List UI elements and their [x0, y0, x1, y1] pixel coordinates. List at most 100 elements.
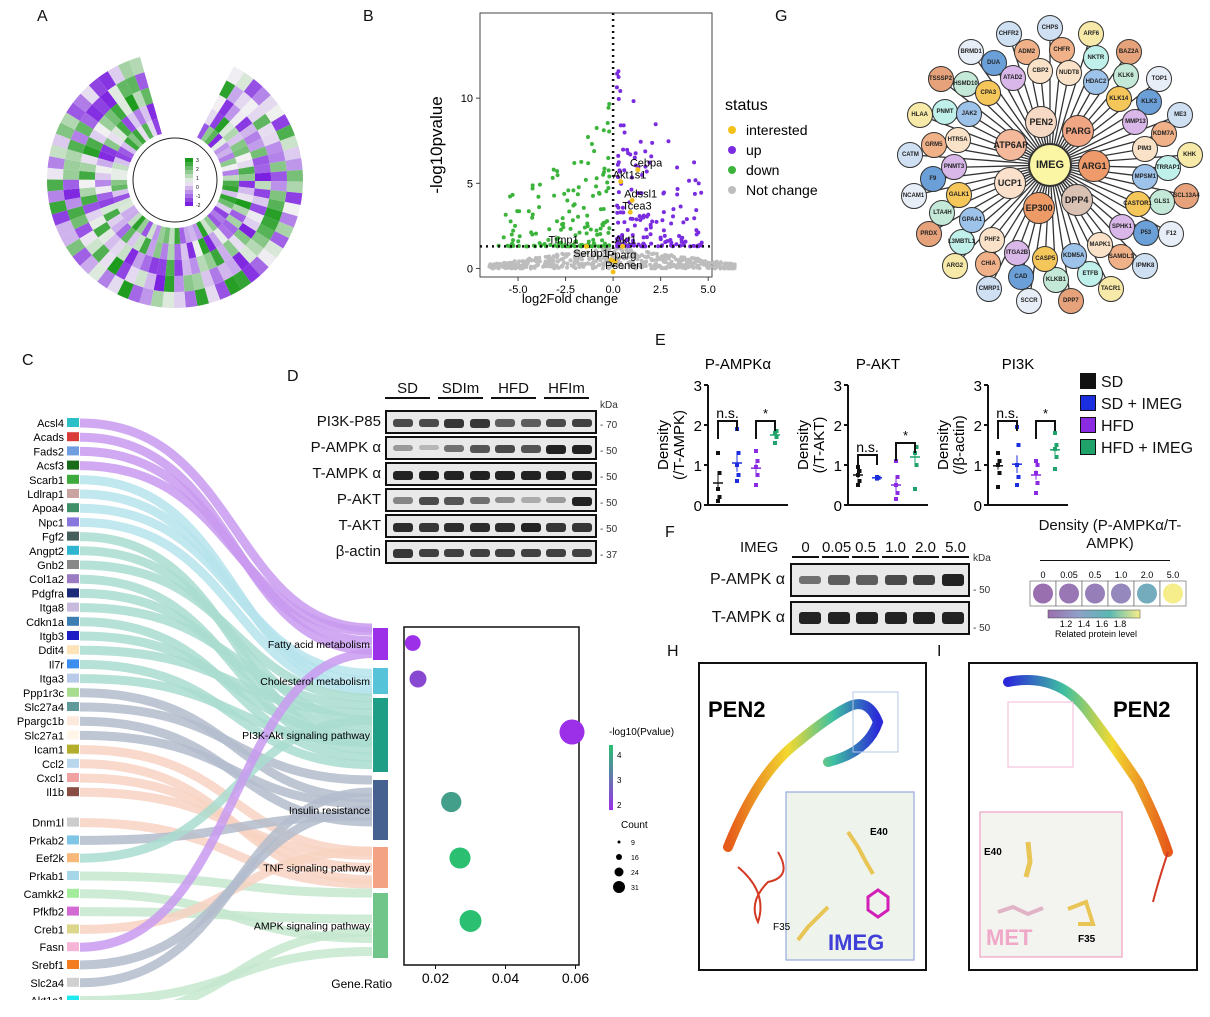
pathway-block [373, 628, 388, 660]
gene-label: Ppargc1b [17, 716, 64, 728]
heatmap-cell [221, 219, 239, 235]
dose-label: 0.05 [822, 539, 852, 558]
point-not-change [659, 266, 664, 271]
heatmap-dot [1111, 583, 1131, 604]
heatmap-cell [70, 129, 90, 146]
legend-swatch [1080, 395, 1096, 411]
network-node: CASP5 [1032, 245, 1059, 272]
point-not-change [625, 250, 630, 255]
heatmap-cell [208, 266, 225, 285]
point-up [643, 164, 648, 169]
heatmap-cell [196, 254, 209, 273]
significance-label: * [903, 428, 908, 443]
point-interested [629, 197, 635, 203]
legend-swatch [1080, 373, 1096, 389]
heatmap-cell [233, 270, 252, 290]
heatmap-cell [63, 188, 81, 201]
gene-label: Prkab2 [29, 835, 64, 847]
heatmap-cell [286, 181, 303, 194]
network-node: HSMD10 [952, 71, 979, 98]
point-up [649, 154, 654, 159]
gene-label: Il7r [49, 659, 65, 671]
gene-label: Scarb1 [29, 475, 64, 487]
point-up [675, 165, 680, 170]
heatmap-cell [264, 207, 283, 222]
point-up [621, 210, 626, 215]
blot-band [520, 523, 541, 532]
point-down [505, 243, 510, 248]
heatmap-cell [79, 162, 97, 173]
point-interested [583, 243, 589, 249]
gene-label: Slc27a1 [24, 730, 64, 742]
legend-marker-not-change [728, 186, 736, 194]
point-not-change [600, 253, 605, 258]
point-up [650, 140, 655, 145]
point-up [615, 162, 620, 167]
point-not-change [560, 251, 565, 256]
size-legend-title: Count [621, 820, 648, 831]
data-point [895, 475, 900, 479]
point-up [696, 230, 701, 235]
blot-band [941, 612, 964, 624]
point-not-change [596, 262, 601, 267]
significance-bracket [997, 420, 1018, 439]
point-up [678, 204, 683, 209]
y-tick-label: 3 [834, 378, 842, 395]
network-node: DPP4 [1060, 184, 1093, 217]
heatmap-cell [221, 189, 238, 199]
pathway-label: Fatty acid metabolism [268, 639, 370, 651]
heatmap-cell [93, 221, 111, 238]
heatmap-cell [146, 120, 158, 138]
y-tick-label: 3 [694, 378, 702, 395]
heatmap-cell [139, 254, 153, 273]
network-node: KHK [1176, 141, 1203, 168]
point-down [594, 126, 599, 131]
heatmap-cell [146, 222, 158, 240]
heatmap-cell [66, 102, 86, 121]
point-down [511, 228, 516, 233]
sankey-flow [79, 715, 373, 863]
point-up [661, 210, 666, 215]
significance-bracket [895, 442, 916, 461]
gene-label: Fasn [40, 942, 64, 954]
chart-title: P-AKT [856, 356, 900, 373]
kda-marker: - 50 [600, 472, 618, 483]
point-not-change [495, 265, 500, 270]
dose-label: 2.0 [912, 539, 939, 558]
heatmap-cell [106, 256, 124, 275]
gene-annotation: Tcea3 [622, 200, 651, 212]
dose-label: 0 [792, 539, 819, 558]
dendrogram [132, 137, 218, 223]
point-down [595, 232, 600, 237]
heatmap-cell [174, 275, 185, 292]
heatmap-cell [140, 87, 154, 106]
point-down [552, 193, 557, 198]
point-down [508, 219, 513, 224]
heatmap-cell [82, 145, 101, 158]
data-point [774, 435, 779, 439]
data-point [774, 429, 779, 433]
network-node: KLK6 [1112, 63, 1139, 90]
point-down [515, 209, 520, 214]
point-up [617, 168, 622, 173]
volcano-frame [479, 12, 713, 278]
legend-marker-interested [728, 126, 736, 134]
gene-color-block [67, 744, 79, 754]
sankey-flow [79, 674, 373, 747]
colorbar-tick: -2 [196, 203, 201, 209]
heatmap-cell [47, 189, 65, 203]
point-down [560, 216, 565, 221]
heatmap-cell [186, 241, 197, 259]
gene-label: Camkk2 [24, 889, 64, 901]
y-tick-label: 0 [694, 498, 702, 515]
point-not-change [548, 261, 553, 266]
heatmap-cell [100, 202, 118, 216]
y-axis-label: (/β-actin) [951, 415, 968, 474]
point-down [530, 232, 535, 237]
heatmap-cell [219, 157, 237, 168]
point-up [694, 208, 699, 213]
point-up [630, 216, 635, 221]
point-not-change [527, 256, 532, 261]
colorbar-segment [185, 174, 193, 178]
